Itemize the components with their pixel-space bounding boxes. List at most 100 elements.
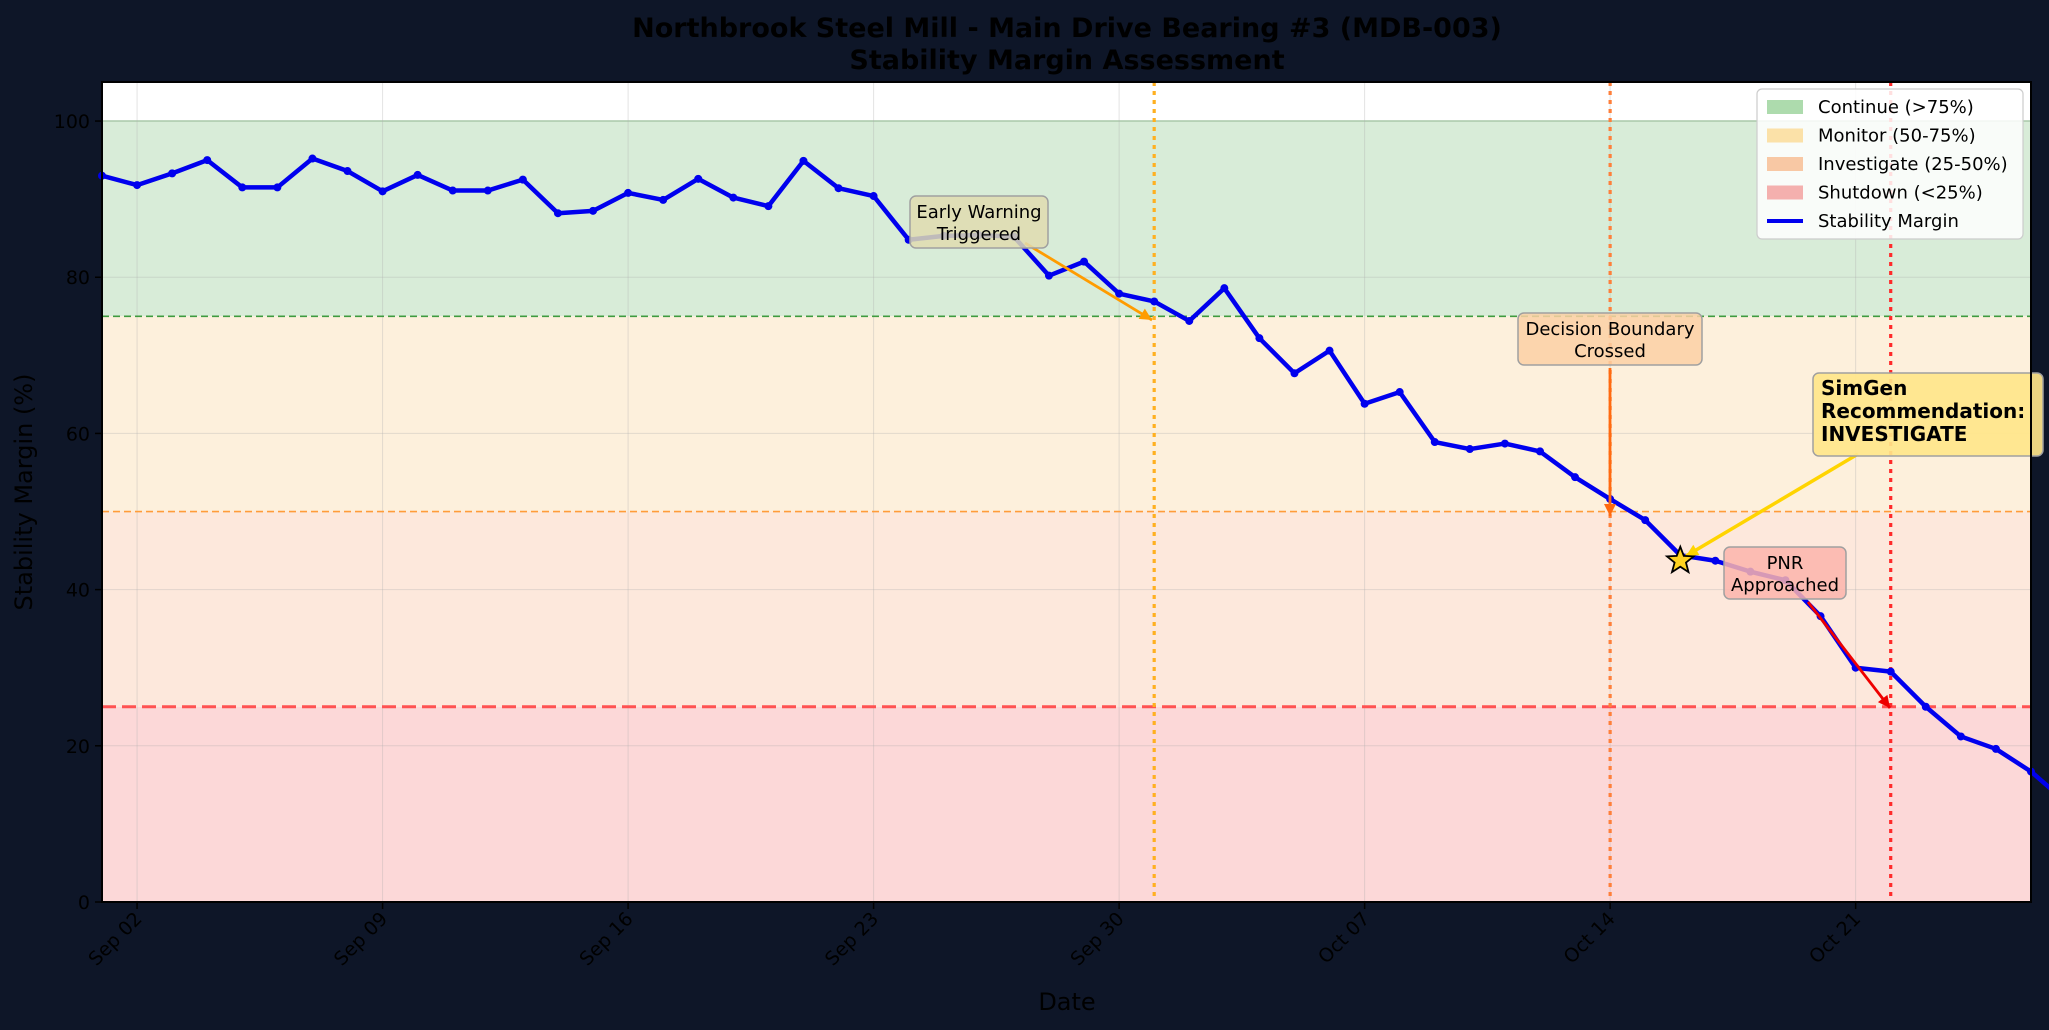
data-point: [1150, 297, 1159, 306]
data-point: [1500, 439, 1509, 448]
data-point: [1465, 445, 1474, 454]
x-tick-label: Oct 07: [1314, 908, 1374, 968]
data-point: [1886, 667, 1895, 676]
legend-label: Investigate (25-50%): [1818, 154, 2008, 175]
data-point: [1080, 257, 1089, 266]
legend-swatch: [1767, 157, 1803, 171]
annotation-text: PNR: [1767, 553, 1804, 574]
legend-label: Shutdown (<25%): [1818, 183, 1983, 204]
data-point: [1044, 271, 1053, 280]
annotation-box: [909, 195, 1049, 249]
x-tick-label: Oct 14: [1560, 908, 1620, 968]
chart-title: Northbrook Steel Mill - Main Drive Beari…: [632, 13, 1502, 44]
y-axis-label: Stability Margin (%): [10, 374, 38, 611]
annotation-box: [1812, 372, 2044, 457]
legend-swatch: [1767, 185, 1803, 200]
zone-band: [102, 316, 2031, 512]
data-point: [764, 202, 773, 211]
y-tick-label: 0: [78, 892, 90, 914]
x-tick-label: Sep 30: [1066, 908, 1128, 970]
zone-band: [102, 121, 2031, 317]
x-tick-label: Oct 21: [1805, 908, 1865, 968]
data-point: [1360, 399, 1369, 408]
data-point: [799, 156, 808, 165]
legend-label: Continue (>75%): [1818, 97, 1974, 118]
x-tick-label: Sep 16: [575, 908, 637, 970]
data-point: [203, 156, 212, 165]
x-axis-label: Date: [1038, 988, 1095, 1016]
annotation-arrowhead: [1686, 544, 1700, 556]
data-point: [1395, 388, 1404, 397]
data-point: [378, 187, 387, 196]
data-point: [1185, 316, 1194, 325]
data-point: [343, 167, 352, 176]
annotation-text: Approached: [1731, 575, 1839, 596]
legend-frame: [1756, 88, 2024, 240]
data-point: [1711, 556, 1720, 565]
data-point: [483, 186, 492, 195]
data-point: [869, 192, 878, 201]
annotation-text: Triggered: [936, 224, 1021, 245]
chart-subtitle: Stability Margin Assessment: [849, 45, 1284, 76]
data-point: [589, 206, 598, 215]
annotation-arrow: [1024, 241, 1153, 322]
annotation-box: [1723, 546, 1847, 600]
x-tick-label: Sep 02: [84, 908, 146, 970]
data-point: [133, 181, 142, 190]
data-point: [834, 184, 843, 193]
x-tick-label: Sep 09: [330, 908, 392, 970]
y-tick-label: 60: [66, 423, 90, 445]
legend-swatch: [1767, 100, 1803, 114]
x-tick-label: Sep 23: [821, 908, 883, 970]
data-point: [659, 195, 668, 204]
recommendation-star-marker: [1664, 544, 1696, 575]
data-point: [413, 170, 422, 179]
annotation-arrow: [1685, 452, 1859, 558]
zone-band: [102, 706, 2031, 902]
annotation-text: SimGen: [1821, 376, 1907, 400]
annotation-box: [1517, 312, 1703, 366]
legend-label: Monitor (50-75%): [1818, 126, 1976, 147]
data-point: [553, 209, 562, 218]
axes-frame: [101, 81, 2032, 903]
legend-label: Stability Margin: [1818, 211, 1959, 232]
data-point: [1991, 744, 2000, 753]
data-point: [168, 169, 177, 178]
annotation-text: Early Warning: [916, 202, 1041, 223]
annotation-arrow: [1806, 601, 1892, 709]
y-tick-label: 40: [66, 580, 90, 602]
data-point: [1956, 732, 1965, 741]
legend-swatch: [1767, 128, 1803, 143]
legend: Continue (>75%) Monitor (50-75%) Investiga…: [1756, 88, 2024, 240]
data-point: [1220, 284, 1229, 293]
data-point: [518, 175, 527, 184]
data-point: [1115, 289, 1124, 298]
annotation-arrowhead: [1877, 694, 1890, 708]
data-point: [448, 186, 457, 195]
annotation-arrowhead: [1604, 504, 1616, 516]
data-point: [308, 154, 317, 163]
annotation-arrowhead: [1138, 308, 1152, 320]
data-point: [729, 193, 738, 202]
zone-band: [102, 511, 2031, 707]
data-point: [694, 174, 703, 183]
data-point: [1325, 346, 1334, 355]
y-tick-label: 100: [54, 111, 90, 133]
data-point: [1571, 473, 1580, 482]
annotation-text: Recommendation:: [1821, 399, 2025, 423]
data-point: [273, 183, 282, 192]
data-point: [624, 188, 633, 197]
y-tick-label: 80: [66, 267, 90, 289]
data-point: [1641, 516, 1650, 525]
data-point: [1535, 447, 1544, 456]
data-point: [1430, 438, 1439, 447]
data-point: [1921, 702, 1930, 711]
annotation-text: INVESTIGATE: [1821, 422, 1967, 446]
annotation-text: Decision Boundary: [1525, 319, 1694, 340]
annotation-text: Crossed: [1574, 341, 1646, 362]
y-tick-label: 20: [66, 736, 90, 758]
data-point: [238, 183, 247, 192]
data-point: [1255, 334, 1264, 343]
